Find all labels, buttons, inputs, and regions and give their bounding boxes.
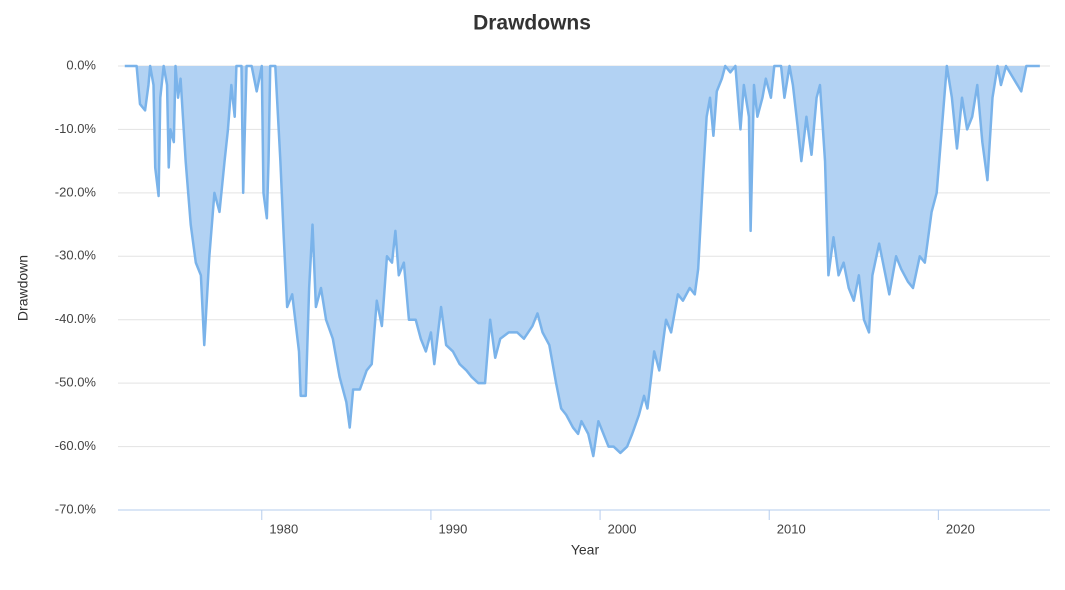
y-tick-label: -70.0% bbox=[55, 501, 97, 516]
y-tick-label: -10.0% bbox=[55, 121, 97, 136]
area bbox=[124, 66, 1040, 457]
x-tick-label: 2010 bbox=[777, 521, 806, 536]
y-tick-label: -20.0% bbox=[55, 184, 97, 199]
x-tick-label: 2000 bbox=[608, 521, 637, 536]
y-tick-label: -50.0% bbox=[55, 375, 97, 390]
y-axis-title: Drawdown bbox=[15, 255, 31, 321]
y-tick-label: -60.0% bbox=[55, 438, 97, 453]
line bbox=[124, 64, 1040, 458]
x-axis-title: Year bbox=[571, 542, 600, 558]
y-tick-label: -40.0% bbox=[55, 311, 97, 326]
chart-title: Drawdowns bbox=[473, 12, 591, 35]
y-tick-label: -30.0% bbox=[55, 248, 97, 263]
x-tick-label: 1980 bbox=[269, 521, 298, 536]
y-tick-label: 0.0% bbox=[66, 57, 96, 72]
x-tick-label: 1990 bbox=[438, 521, 467, 536]
x-tick-label: 2020 bbox=[946, 521, 975, 536]
